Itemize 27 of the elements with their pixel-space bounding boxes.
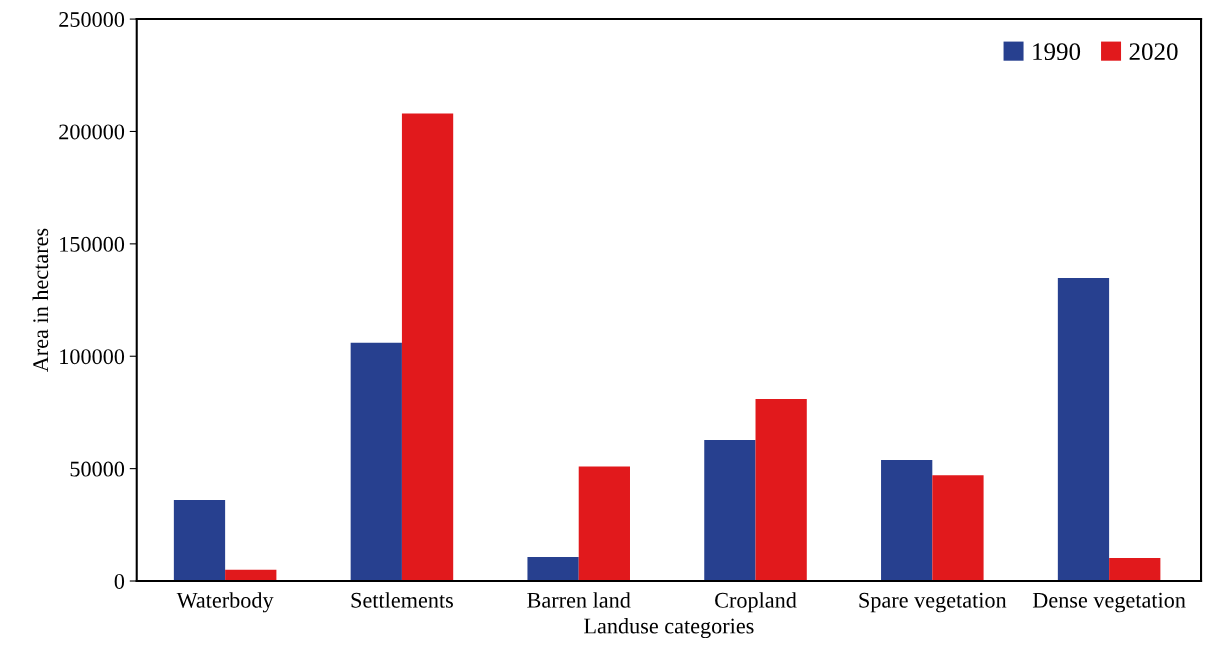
x-axis-title: Landuse categories: [584, 617, 754, 639]
bar: [527, 556, 579, 582]
y-tick-label: 0: [114, 573, 125, 589]
bar: [932, 475, 984, 582]
y-tick-label: 150000: [60, 236, 125, 252]
x-tick-label: Barren land: [527, 592, 631, 608]
y-tick-label: 200000: [59, 124, 125, 140]
bar: [578, 466, 630, 582]
legend-label: 2020: [1129, 43, 1178, 61]
bar: [401, 113, 454, 582]
y-tick-label: 100000: [60, 349, 125, 365]
bar: [704, 440, 756, 582]
legend-label: 1990: [1033, 43, 1081, 61]
y-axis-title: Area in hectares: [32, 228, 49, 373]
bar: [1057, 278, 1110, 582]
y-tick-label: 50000: [70, 461, 125, 477]
bar: [173, 500, 226, 582]
x-tick-label: Dense vegetation: [1032, 592, 1186, 613]
y-tick-label: 250000: [59, 12, 125, 28]
x-tick-label: Settlements: [351, 592, 453, 608]
bar: [350, 342, 402, 582]
x-tick-label: Waterbody: [176, 592, 274, 613]
x-tick-label: Cropland: [715, 592, 797, 613]
bar: [755, 398, 807, 582]
bar: [881, 460, 933, 582]
x-tick-label: Spare vegetation: [859, 592, 1007, 613]
bar: [1109, 558, 1161, 582]
